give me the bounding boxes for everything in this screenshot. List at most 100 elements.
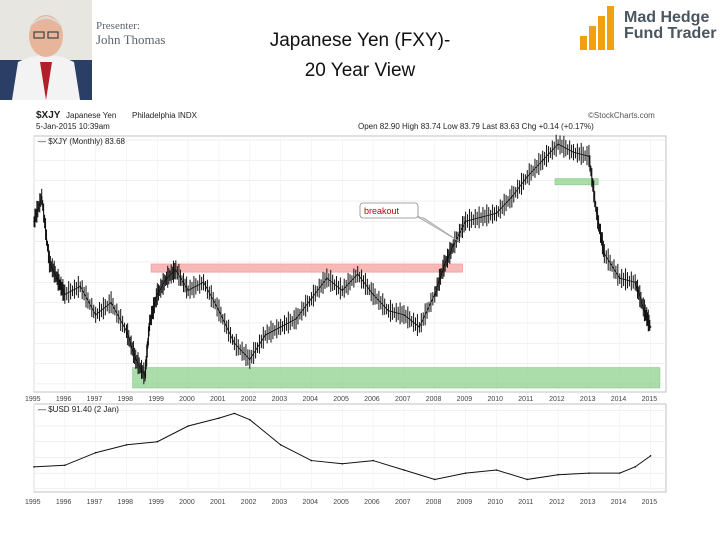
price-x-label: 2015 [642, 396, 658, 403]
usd-x-label: 2002 [241, 499, 257, 506]
slide-title: Japanese Yen (FXY)- 20 Year View [230, 26, 490, 86]
price-point [134, 358, 137, 361]
price-point [480, 216, 482, 219]
price-point [618, 277, 621, 280]
usd-panel [33, 403, 667, 493]
slide-header: Presenter: John Thomas Japanese Yen (FXY… [0, 0, 720, 100]
chart-exchange: Philadelphia INDX [132, 111, 198, 120]
presenter-name: John Thomas [96, 32, 166, 47]
usd-point [649, 455, 652, 457]
slide-title-line2: 20 Year View [304, 60, 416, 81]
usd-point [372, 459, 374, 462]
price-point [464, 220, 467, 223]
logo-line1: Mad Hedge [624, 9, 710, 26]
usd-x-label: 2008 [426, 499, 442, 506]
price-point [541, 159, 544, 162]
price-x-label: 2004 [302, 396, 318, 403]
price-x-label: 2000 [179, 396, 195, 403]
price-x-label: 2006 [364, 396, 380, 403]
price-series [33, 134, 652, 385]
breakout-callout: breakout [359, 202, 461, 243]
price-point [588, 155, 590, 158]
price-point [233, 342, 236, 345]
price-point [634, 281, 636, 284]
usd-point [33, 466, 35, 468]
mad-hedge-logo: Mad Hedge Fund Trader [578, 2, 718, 52]
usd-point [526, 478, 529, 481]
presenter-block: Presenter: John Thomas [96, 20, 165, 46]
price-point [649, 326, 652, 328]
price-point [156, 293, 159, 296]
chart-source: ©StockCharts.com [588, 111, 655, 120]
band-resistance [150, 263, 463, 273]
price-x-label: 2011 [518, 396, 533, 403]
usd-x-label: 2012 [549, 499, 565, 506]
price-point [603, 253, 606, 255]
usd-point [249, 418, 251, 421]
slide-title-line1: Japanese Yen (FXY)- [269, 30, 451, 51]
price-point [387, 309, 390, 312]
usd-gridlines [33, 404, 666, 492]
price-point [144, 374, 146, 377]
price-point [48, 261, 51, 263]
price-x-label: 2009 [457, 396, 473, 403]
price-point [33, 220, 35, 223]
price-point [403, 313, 405, 316]
price-x-label: 1995 [25, 396, 41, 403]
price-point [56, 277, 58, 280]
price-x-label: 2010 [487, 396, 503, 403]
price-point [79, 285, 82, 288]
usd-x-label: 2001 [210, 499, 226, 506]
price-point [249, 358, 251, 361]
price-point [452, 244, 455, 247]
usd-point [341, 462, 344, 465]
usd-x-label: 1999 [148, 499, 164, 506]
usd-x-label: 1996 [56, 499, 72, 506]
usd-x-label: 2014 [611, 499, 627, 506]
usd-x-label: 2005 [333, 499, 349, 506]
price-x-label: 2012 [549, 396, 565, 403]
usd-x-label: 1995 [25, 499, 41, 506]
price-point [264, 334, 267, 336]
usd-x-label: 2007 [395, 499, 411, 506]
usd-x-label: 2011 [518, 499, 533, 506]
price-bands [132, 178, 661, 389]
price-point [557, 143, 559, 145]
price-x-label: 2005 [333, 396, 349, 403]
price-point [218, 309, 220, 312]
price-point [64, 293, 66, 296]
price-point [341, 289, 344, 292]
usd-legend: — $USD 91.40 (2 Jan) [38, 405, 119, 414]
usd-x-label: 2003 [272, 499, 288, 506]
price-point [110, 301, 112, 304]
price-point [279, 326, 282, 328]
usd-point [156, 440, 159, 443]
price-x-label: 2007 [395, 396, 411, 403]
price-legend: — $XJY (Monthly) 83.68 [38, 137, 126, 146]
price-point [94, 313, 97, 316]
usd-x-label: 2015 [642, 499, 658, 506]
price-x-label: 2003 [272, 396, 288, 403]
price-point [572, 151, 575, 154]
price-x-label: 1999 [148, 396, 164, 403]
price-x-label: 1996 [56, 396, 72, 403]
price-x-label: 1997 [87, 396, 103, 403]
chart-date: 5-Jan-2015 10:39am [36, 122, 110, 131]
presenter-label: Presenter: [96, 20, 140, 32]
price-point [40, 196, 43, 198]
usd-point [433, 478, 436, 481]
presenter-photo [0, 0, 92, 100]
price-x-label: 2001 [210, 396, 226, 403]
usd-x-label: 1998 [117, 499, 133, 506]
usd-point [464, 472, 467, 474]
price-point [495, 212, 498, 215]
price-point [310, 297, 313, 300]
price-x-label: 2002 [241, 396, 257, 403]
usd-x-labels: 1995 1996 1997 1998 1999 2000 2001 2002 2003 2004… [25, 499, 657, 506]
price-point [443, 265, 445, 267]
bar-chart-icon [580, 6, 614, 50]
price-point [595, 212, 598, 215]
usd-x-label: 2006 [364, 499, 380, 506]
usd-point [310, 459, 313, 462]
usd-x-label: 2013 [580, 499, 596, 506]
